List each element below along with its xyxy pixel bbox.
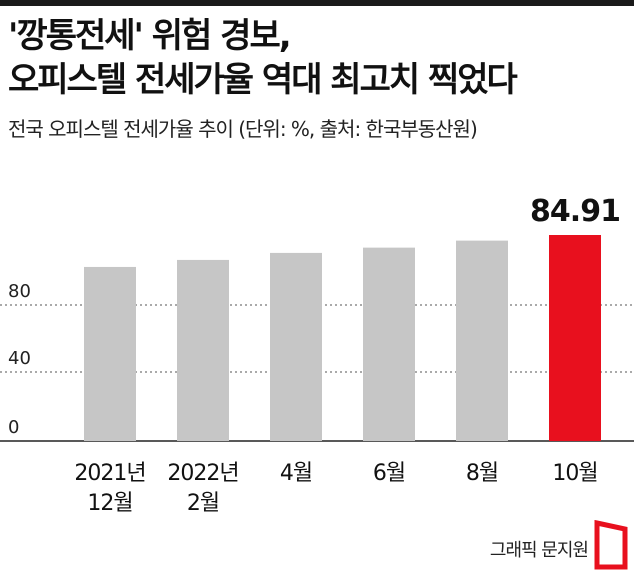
top-rule	[0, 0, 634, 6]
chart-subtitle: 전국 오피스텔 전세가율 추이 (단위: %, 출처: 한국부동산원)	[8, 117, 478, 141]
graphic-credit: 그래픽 문지원	[489, 540, 589, 561]
x-tick-label: 6월	[373, 461, 405, 486]
headline: '깡통전세' 위험 경보, 오피스텔 전세가율 역대 최고치 찍었다	[8, 14, 628, 102]
y-tick-label: 0	[8, 417, 19, 438]
y-tick-label: 40	[8, 348, 31, 369]
x-tick-label: 2022년	[167, 461, 238, 486]
x-tick-label: 2월	[187, 491, 219, 516]
x-tick-label: 2021년	[74, 461, 145, 486]
bar	[270, 252, 322, 441]
x-tick-label: 8월	[466, 461, 498, 486]
y-tick-label: 80	[8, 281, 31, 302]
x-tick-label: 4월	[280, 461, 312, 486]
x-tick-label: 10월	[552, 461, 597, 486]
data-label: 84.91	[530, 194, 620, 229]
newspaper-logo-icon	[594, 520, 628, 570]
headline-line-1: '깡통전세' 위험 경보,	[8, 16, 292, 56]
bar	[549, 235, 601, 441]
headline-line-2: 오피스텔 전세가율 역대 최고치 찍었다	[8, 60, 518, 100]
bar	[456, 240, 508, 441]
x-tick-label: 12월	[87, 491, 132, 516]
bar	[84, 266, 136, 441]
bar	[177, 259, 229, 441]
bar	[363, 247, 415, 441]
